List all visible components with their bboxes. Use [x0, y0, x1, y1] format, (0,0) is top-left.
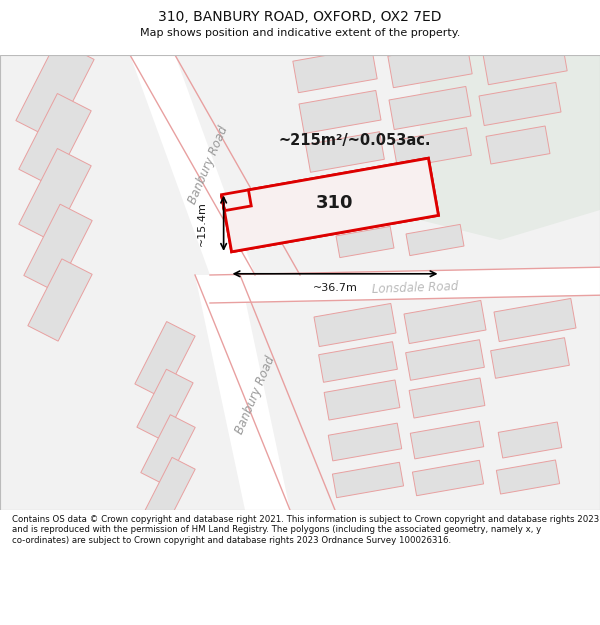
Text: 310: 310	[316, 194, 354, 212]
Polygon shape	[336, 226, 394, 258]
Polygon shape	[498, 422, 562, 458]
Polygon shape	[332, 462, 404, 498]
Polygon shape	[137, 369, 193, 441]
Polygon shape	[28, 259, 92, 341]
Polygon shape	[404, 301, 486, 344]
Polygon shape	[305, 132, 385, 173]
Polygon shape	[491, 338, 569, 378]
Polygon shape	[19, 149, 91, 241]
Text: ~215m²/~0.053ac.: ~215m²/~0.053ac.	[279, 132, 431, 148]
Text: Contains OS data © Crown copyright and database right 2021. This information is : Contains OS data © Crown copyright and d…	[12, 515, 599, 545]
Polygon shape	[410, 421, 484, 459]
Polygon shape	[19, 94, 91, 186]
Text: Banbury Road: Banbury Road	[233, 354, 277, 436]
Polygon shape	[221, 158, 439, 252]
Polygon shape	[412, 460, 484, 496]
Polygon shape	[496, 460, 560, 494]
Text: Map shows position and indicative extent of the property.: Map shows position and indicative extent…	[140, 28, 460, 38]
Polygon shape	[486, 126, 550, 164]
Text: ~36.7m: ~36.7m	[313, 282, 358, 292]
Polygon shape	[16, 41, 94, 139]
Polygon shape	[328, 423, 402, 461]
Polygon shape	[406, 340, 484, 380]
Polygon shape	[210, 268, 600, 303]
Polygon shape	[195, 275, 290, 510]
Polygon shape	[145, 458, 195, 522]
Polygon shape	[319, 342, 397, 382]
Polygon shape	[299, 91, 381, 134]
Polygon shape	[483, 39, 567, 85]
Polygon shape	[392, 127, 472, 168]
Text: 310, BANBURY ROAD, OXFORD, OX2 7ED: 310, BANBURY ROAD, OXFORD, OX2 7ED	[158, 10, 442, 24]
Polygon shape	[314, 304, 396, 346]
Polygon shape	[24, 204, 92, 292]
Polygon shape	[479, 82, 561, 126]
Polygon shape	[406, 224, 464, 256]
Polygon shape	[388, 42, 472, 88]
Text: Banbury Road: Banbury Road	[186, 124, 230, 206]
Polygon shape	[324, 380, 400, 420]
Polygon shape	[293, 48, 377, 92]
Polygon shape	[130, 55, 255, 275]
Polygon shape	[221, 158, 439, 252]
Polygon shape	[420, 55, 600, 240]
Polygon shape	[141, 414, 195, 486]
Text: ~15.4m: ~15.4m	[197, 201, 206, 246]
Text: Lonsdale Road: Lonsdale Road	[371, 280, 458, 296]
Polygon shape	[409, 378, 485, 418]
Polygon shape	[494, 299, 576, 341]
Polygon shape	[389, 86, 471, 129]
Polygon shape	[135, 321, 195, 399]
